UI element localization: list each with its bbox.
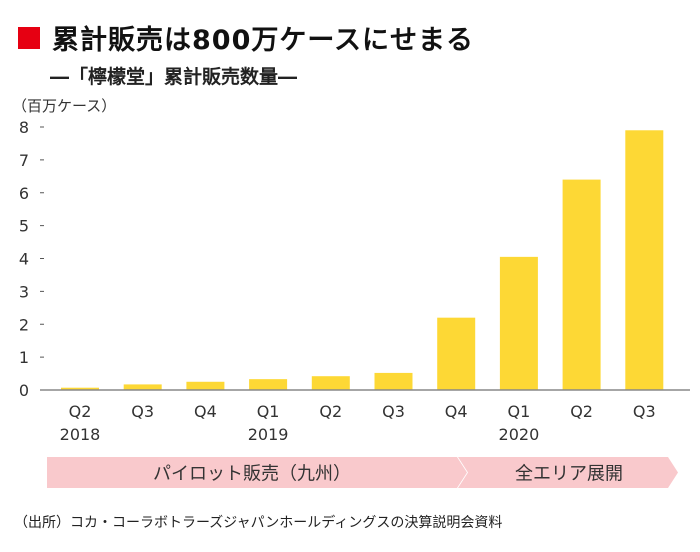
y-tick-label: 2 (19, 315, 29, 334)
y-tick-label: 7 (19, 151, 29, 170)
chart-title: 累計販売は800万ケースにせまる (18, 18, 474, 57)
y-tick-label: 1 (19, 348, 29, 367)
x-tick-label: Q2 (319, 402, 342, 421)
bar-1 (123, 384, 162, 390)
y-axis-label: （百万ケース） (12, 97, 117, 115)
x-year-label: 2018 (60, 425, 101, 444)
source-note: （出所）コカ・コーラボトラーズジャパンホールディングスの決算説明会資料 (14, 515, 503, 531)
phase-banner-1 (458, 457, 678, 488)
x-year-label: 2020 (499, 425, 540, 444)
bar-3 (249, 379, 288, 390)
phase-banner-0 (47, 457, 467, 488)
y-tick-label: 3 (19, 282, 29, 301)
x-year-label: 2019 (248, 425, 289, 444)
chart-subtitle: ―「檸檬堂」累計販売数量― (50, 66, 298, 88)
x-tick-label: Q3 (131, 402, 154, 421)
bar-8 (562, 179, 601, 390)
x-tick-label: Q1 (508, 402, 531, 421)
bar-9 (625, 130, 664, 390)
x-tick-label: Q3 (382, 402, 405, 421)
y-tick-label: 8 (19, 118, 29, 137)
bar-5 (374, 372, 413, 390)
bar-4 (311, 376, 350, 390)
bar-2 (186, 381, 225, 390)
title-text: 累計販売は800万ケースにせまる (52, 25, 475, 56)
bar-7 (499, 256, 538, 390)
y-tick-label: 4 (19, 250, 29, 269)
x-tick-label: Q4 (194, 402, 217, 421)
y-tick-label: 6 (19, 184, 29, 203)
x-tick-label: Q3 (633, 402, 656, 421)
bar-0 (61, 387, 99, 390)
x-tick-label: Q4 (445, 402, 468, 421)
y-tick-label: 5 (19, 217, 29, 236)
title-marker (18, 26, 40, 49)
phase-label: 全エリア展開 (515, 464, 623, 485)
x-tick-label: Q2 (69, 402, 92, 421)
phase-label: パイロット販売（九州） (153, 464, 351, 485)
bar-6 (437, 317, 476, 390)
y-tick-label: 0 (19, 381, 29, 400)
x-tick-label: Q2 (570, 402, 593, 421)
x-tick-label: Q1 (257, 402, 280, 421)
